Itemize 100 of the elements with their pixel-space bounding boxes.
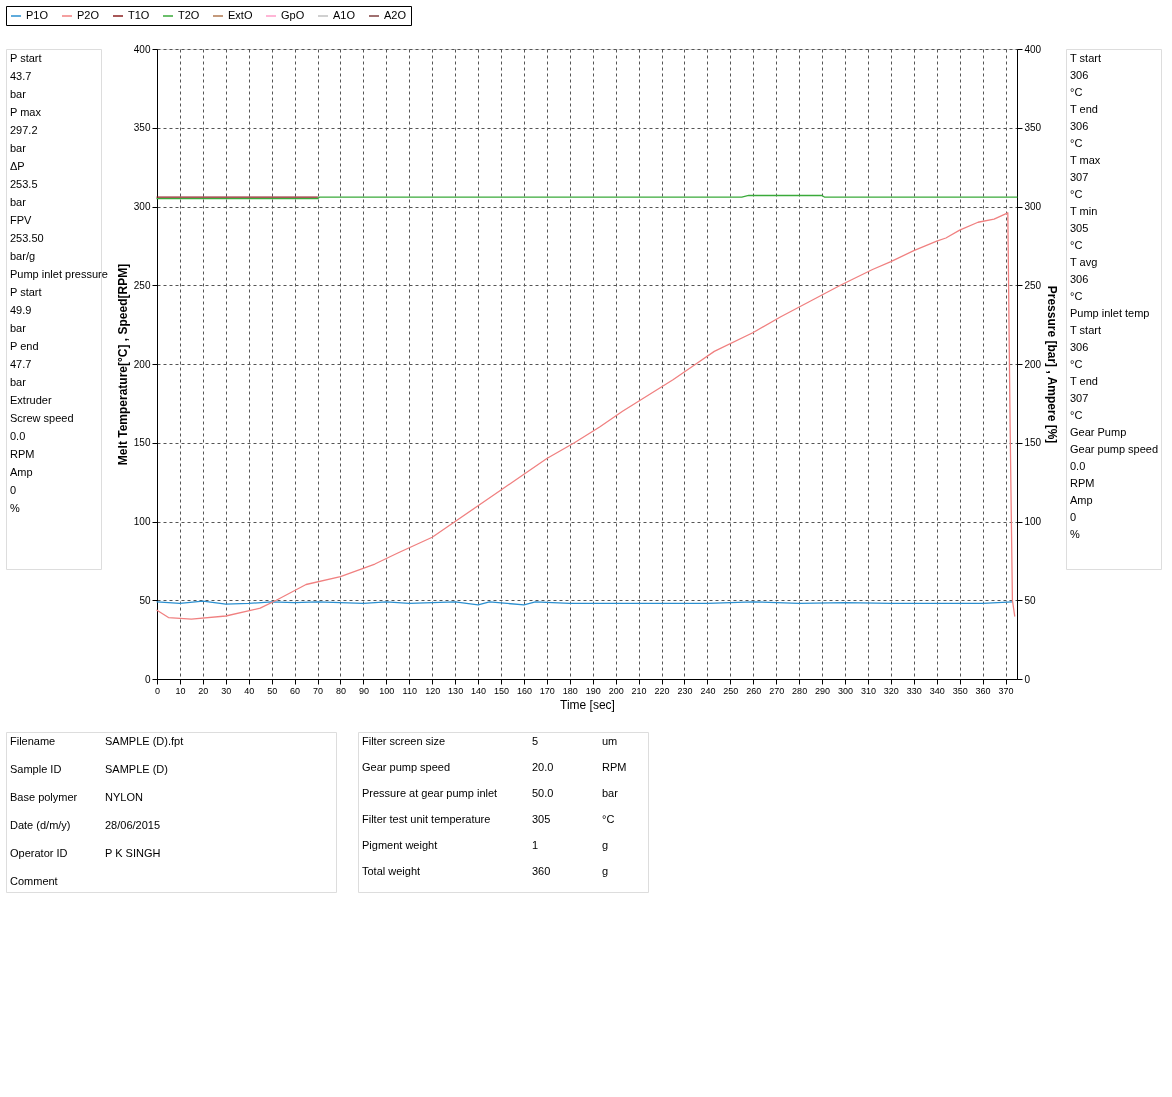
- text: RPM: [10, 448, 35, 460]
- x-tick-label: 300: [837, 685, 854, 696]
- x-tick-label: 40: [244, 685, 255, 696]
- text: T end: [1070, 375, 1098, 387]
- text: 253.5: [10, 178, 38, 190]
- x-tick-label: 180: [562, 685, 578, 696]
- y-tick-label: 250: [133, 279, 151, 291]
- text: 360: [532, 865, 551, 877]
- x-tick-label: 230: [677, 685, 693, 696]
- text: 0: [1070, 511, 1077, 523]
- text: P K SINGH: [105, 847, 161, 859]
- text: RPM: [602, 761, 627, 773]
- text: um: [602, 735, 618, 747]
- x-tick-label: 310: [860, 685, 876, 696]
- text: g: [602, 839, 609, 851]
- x-tick-label: 110: [402, 685, 417, 696]
- y2-tick-label: 350: [1024, 122, 1042, 134]
- y2-tick-label: 400: [1024, 43, 1042, 55]
- text: °C: [1070, 290, 1083, 302]
- text: bar: [10, 376, 27, 388]
- x-tick-label: 100: [379, 685, 395, 696]
- text: Pressure at gear pump inlet: [362, 787, 498, 799]
- y2-tick-label: 250: [1024, 279, 1042, 291]
- text: 307: [1070, 392, 1089, 404]
- text: Pigment weight: [362, 839, 438, 851]
- legend-label: T2O: [178, 9, 200, 21]
- x-tick-label: 280: [792, 685, 808, 696]
- text: FPV: [10, 214, 33, 226]
- x-tick-label: 50: [267, 685, 278, 696]
- x-tick-label: 260: [746, 685, 762, 696]
- x-tick-label: 190: [585, 685, 601, 696]
- text: °C: [1070, 188, 1083, 200]
- legend-label: A2O: [384, 9, 407, 21]
- text: P start: [10, 52, 42, 64]
- text: 20.0: [532, 761, 554, 773]
- y2-axis-title: Pressure [bar] , Ampere [%]: [1045, 285, 1060, 444]
- text: bar: [10, 196, 27, 208]
- x-tick-label: 160: [516, 685, 532, 696]
- text: RPM: [1070, 477, 1095, 489]
- text: Base polymer: [10, 791, 78, 803]
- text: °C: [602, 813, 615, 825]
- text: Pump inlet temp: [1070, 307, 1150, 319]
- text: 49.9: [10, 304, 32, 316]
- x-tick-label: 70: [313, 685, 324, 696]
- text: 0.0: [1070, 460, 1086, 472]
- text: SAMPLE (D): [105, 763, 168, 775]
- text: NYLON: [105, 791, 143, 803]
- text: 0: [10, 484, 17, 496]
- text: ΔP: [10, 160, 25, 172]
- x-tick-label: 370: [998, 685, 1014, 696]
- text: 306: [1070, 341, 1089, 353]
- text: Amp: [10, 466, 33, 478]
- x-tick-label: 210: [631, 685, 647, 696]
- text: 306: [1070, 273, 1089, 285]
- text: T start: [1070, 52, 1101, 64]
- text: 50.0: [532, 787, 554, 799]
- text: Gear Pump: [1070, 426, 1127, 438]
- text: 43.7: [10, 70, 32, 82]
- text: P end: [10, 340, 39, 352]
- y-tick-label: 200: [133, 358, 151, 370]
- text: T start: [1070, 324, 1101, 336]
- y-tick-label: 300: [133, 201, 151, 212]
- x-tick-label: 340: [929, 685, 945, 696]
- y-axis-title: Melt Temperature[°C] , Speed[RPM]: [115, 263, 130, 466]
- x-tick-label: 20: [198, 685, 209, 696]
- text: P start: [10, 286, 42, 298]
- x-tick-label: 30: [221, 685, 232, 696]
- text: °C: [1070, 86, 1083, 98]
- x-tick-label: 150: [493, 685, 510, 696]
- legend-label: T1O: [128, 9, 150, 21]
- text: bar: [10, 88, 27, 100]
- x-tick-label: 10: [175, 685, 186, 696]
- text: Total weight: [362, 865, 421, 877]
- y2-tick-label: 0: [1024, 673, 1031, 685]
- text: Sample ID: [10, 763, 62, 775]
- text: Filename: [10, 735, 56, 747]
- line-series: [156, 212, 1016, 620]
- text: 305: [532, 813, 551, 825]
- y-tick-label: 100: [133, 516, 151, 527]
- x-tick-label: 80: [335, 685, 346, 696]
- text: 1: [532, 839, 539, 851]
- legend-label: GpO: [281, 9, 305, 21]
- text: bar: [10, 142, 27, 154]
- x-tick-label: 350: [952, 685, 968, 696]
- text: 307: [1070, 171, 1089, 183]
- x-tick-label: 220: [654, 685, 670, 696]
- text: T avg: [1070, 256, 1098, 268]
- y-tick-label: 350: [133, 122, 151, 134]
- text: Extruder: [10, 394, 52, 406]
- x-tick-label: 170: [539, 685, 555, 696]
- x-tick-label: 330: [906, 685, 922, 696]
- x-tick-label: 130: [448, 685, 464, 696]
- y-tick-label: 150: [133, 437, 151, 449]
- x-tick-label: 140: [471, 685, 487, 696]
- y-tick-label: 400: [133, 43, 151, 55]
- text: Filter test unit temperature: [362, 813, 491, 825]
- text: SAMPLE (D).fpt: [105, 735, 184, 747]
- text: T min: [1070, 205, 1098, 217]
- text: Date (d/m/y): [10, 819, 71, 831]
- text: %: [10, 502, 20, 514]
